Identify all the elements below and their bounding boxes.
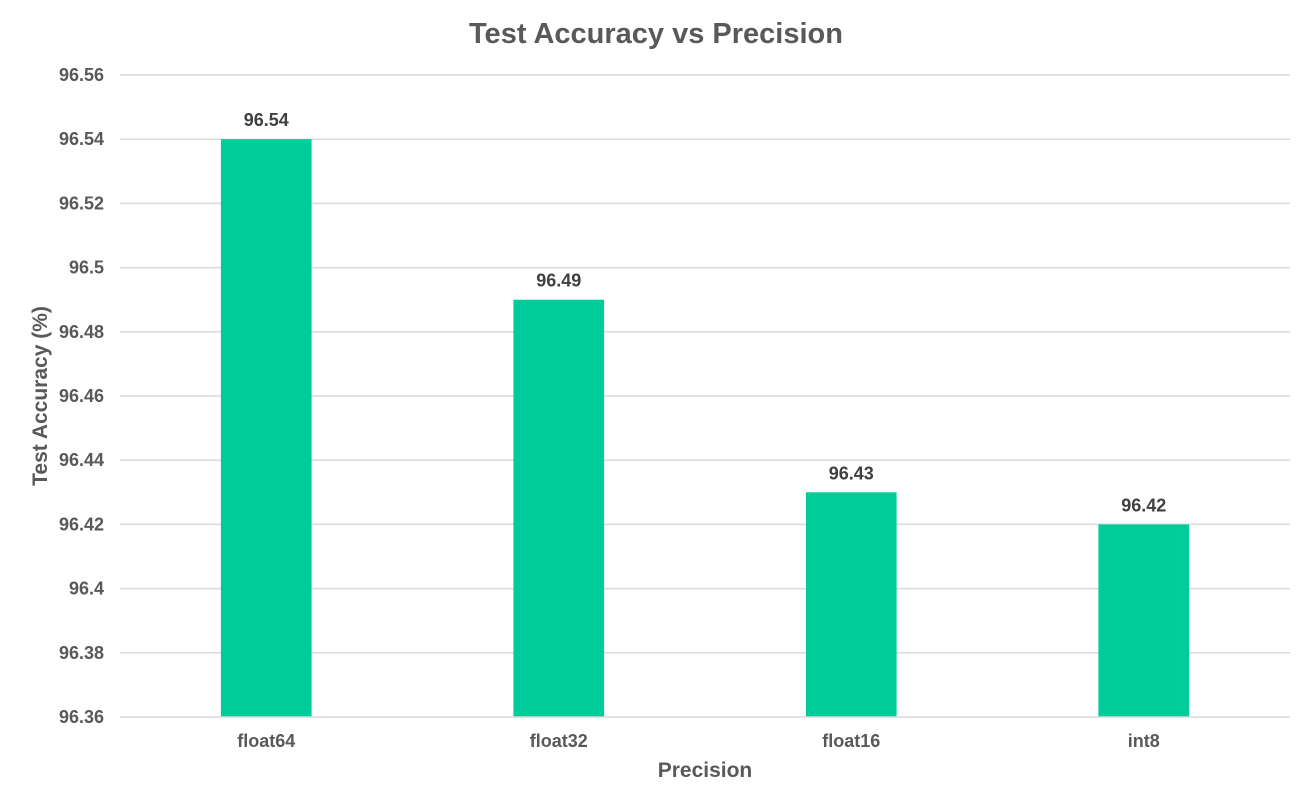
y-tick-label: 96.38 — [59, 643, 104, 663]
y-tick-label: 96.36 — [59, 707, 104, 727]
x-tick-label: float64 — [237, 731, 295, 751]
y-tick-label: 96.4 — [69, 579, 104, 599]
data-label: 96.42 — [1121, 495, 1166, 515]
data-labels: 96.54 96.49 96.43 96.42 — [244, 110, 1167, 515]
x-axis-title: Precision — [658, 759, 753, 782]
y-tick-label: 96.48 — [59, 322, 104, 342]
x-tick-label: float32 — [530, 731, 588, 751]
y-tick-label: 96.56 — [59, 65, 104, 85]
x-tick-label: int8 — [1128, 731, 1160, 751]
y-tick-label: 96.42 — [59, 514, 104, 534]
y-tick-label: 96.44 — [59, 450, 104, 470]
bar-float32 — [513, 299, 605, 717]
chart-title: Test Accuracy vs Precision — [469, 18, 843, 50]
y-tick-label: 96.54 — [59, 129, 104, 149]
bar-float64 — [220, 139, 312, 717]
data-label: 96.43 — [829, 463, 874, 483]
data-label: 96.49 — [536, 271, 581, 291]
y-axis-title: Test Accuracy (%) — [29, 306, 52, 486]
bar-float16 — [805, 492, 897, 717]
y-tick-label: 96.46 — [59, 386, 104, 406]
bars — [220, 139, 1190, 717]
y-tick-label: 96.52 — [59, 193, 104, 213]
bar-int8 — [1098, 524, 1190, 717]
x-tick-label: float16 — [822, 731, 880, 751]
x-axis-ticks: float64 float32 float16 int8 — [237, 731, 1160, 751]
data-label: 96.54 — [244, 110, 289, 130]
y-axis-ticks: 96.36 96.38 96.4 96.42 96.44 96.46 96.48 96.5 96… — [59, 65, 104, 727]
y-tick-label: 96.5 — [69, 258, 104, 278]
gridlines — [120, 74, 1290, 654]
